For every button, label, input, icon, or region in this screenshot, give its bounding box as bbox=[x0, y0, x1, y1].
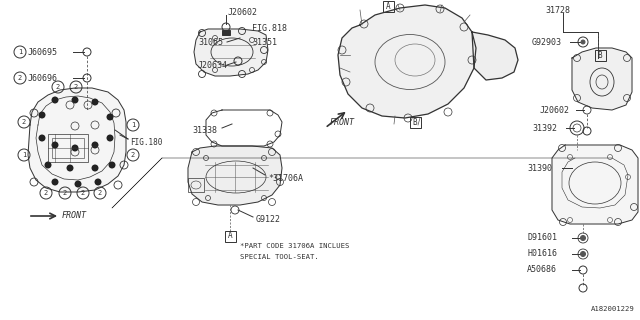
Text: J60696: J60696 bbox=[28, 74, 58, 83]
Text: D91601: D91601 bbox=[527, 234, 557, 243]
Polygon shape bbox=[472, 32, 518, 80]
Text: A: A bbox=[228, 231, 232, 241]
Text: B: B bbox=[413, 117, 417, 126]
Text: 2: 2 bbox=[44, 190, 48, 196]
Polygon shape bbox=[552, 145, 638, 224]
Circle shape bbox=[45, 162, 51, 169]
Text: J20634: J20634 bbox=[198, 60, 228, 69]
Circle shape bbox=[581, 40, 585, 44]
Text: 2: 2 bbox=[81, 190, 85, 196]
Text: FRONT: FRONT bbox=[330, 117, 355, 126]
Bar bbox=[48, 134, 88, 162]
Text: G92903: G92903 bbox=[532, 37, 562, 46]
Text: 2: 2 bbox=[63, 190, 67, 196]
Circle shape bbox=[74, 180, 81, 188]
Text: A182001229: A182001229 bbox=[591, 306, 635, 312]
Text: A: A bbox=[386, 2, 390, 11]
Polygon shape bbox=[338, 5, 476, 118]
Circle shape bbox=[92, 164, 99, 172]
Text: J20602: J20602 bbox=[540, 106, 570, 115]
Circle shape bbox=[38, 111, 45, 118]
Text: *31706A: *31706A bbox=[268, 173, 303, 182]
Bar bbox=[595, 50, 605, 60]
Circle shape bbox=[106, 114, 113, 121]
Circle shape bbox=[67, 164, 74, 172]
Text: 2: 2 bbox=[131, 152, 135, 158]
Polygon shape bbox=[188, 146, 282, 205]
Bar bbox=[225, 230, 236, 242]
Circle shape bbox=[72, 145, 79, 151]
Bar bbox=[222, 30, 230, 35]
Text: *PART CODE 31706A INCLUES: *PART CODE 31706A INCLUES bbox=[240, 243, 349, 249]
Text: 2: 2 bbox=[98, 190, 102, 196]
Text: 31728: 31728 bbox=[545, 5, 570, 14]
Circle shape bbox=[95, 179, 102, 186]
Circle shape bbox=[92, 99, 99, 106]
Polygon shape bbox=[572, 48, 632, 110]
Polygon shape bbox=[28, 88, 126, 192]
Polygon shape bbox=[194, 29, 268, 76]
Bar bbox=[410, 116, 420, 127]
Circle shape bbox=[92, 141, 99, 148]
Circle shape bbox=[580, 252, 586, 257]
Text: 31338: 31338 bbox=[192, 125, 217, 134]
Text: H01616: H01616 bbox=[527, 250, 557, 259]
Text: J20602: J20602 bbox=[228, 7, 258, 17]
Circle shape bbox=[106, 134, 113, 141]
Text: B: B bbox=[598, 51, 602, 60]
Text: SPECIAL TOOL-SEAT.: SPECIAL TOOL-SEAT. bbox=[240, 254, 319, 260]
Text: 31392: 31392 bbox=[532, 124, 557, 132]
Text: 2: 2 bbox=[22, 119, 26, 125]
Text: 2: 2 bbox=[18, 75, 22, 81]
Text: 1: 1 bbox=[18, 49, 22, 55]
Text: FIG.818: FIG.818 bbox=[252, 23, 287, 33]
Circle shape bbox=[51, 141, 58, 148]
Text: FRONT: FRONT bbox=[62, 212, 87, 220]
Text: FIG.180: FIG.180 bbox=[130, 138, 163, 147]
Text: A50686: A50686 bbox=[527, 266, 557, 275]
Circle shape bbox=[51, 179, 58, 186]
Text: 31390: 31390 bbox=[527, 164, 552, 172]
Text: J60695: J60695 bbox=[28, 47, 58, 57]
Circle shape bbox=[38, 134, 45, 141]
Circle shape bbox=[580, 236, 586, 241]
Text: 31065: 31065 bbox=[198, 37, 223, 46]
Text: 2: 2 bbox=[74, 84, 78, 90]
Bar bbox=[52, 138, 84, 158]
Text: 2: 2 bbox=[56, 84, 60, 90]
Text: 1: 1 bbox=[22, 152, 26, 158]
Text: 31351: 31351 bbox=[252, 37, 277, 46]
Circle shape bbox=[109, 162, 115, 169]
Text: 1: 1 bbox=[131, 122, 135, 128]
Text: G9122: G9122 bbox=[256, 215, 281, 225]
Circle shape bbox=[72, 97, 79, 103]
Bar bbox=[383, 1, 394, 12]
Bar bbox=[188, 178, 204, 192]
Circle shape bbox=[51, 97, 58, 103]
